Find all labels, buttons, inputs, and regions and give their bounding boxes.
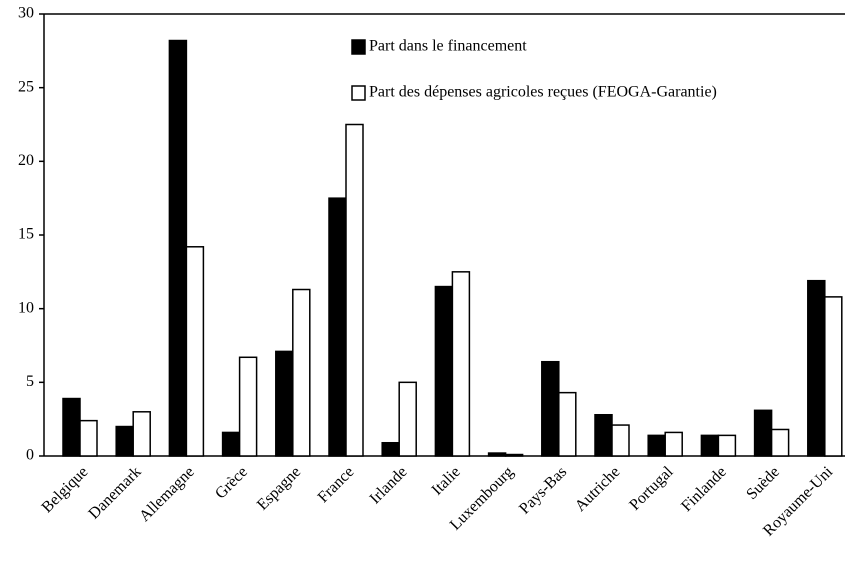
bar: [115, 425, 134, 457]
x-tick-label: Suède: [743, 463, 783, 503]
legend-label: Part des dépenses agricoles reçues (FEOG…: [369, 84, 717, 101]
bar: [717, 434, 737, 457]
legend-swatch: [351, 39, 366, 55]
bar: [434, 285, 454, 457]
x-tick-label: Italie: [429, 463, 464, 498]
y-tick-label: 25: [18, 78, 34, 95]
y-tick-label: 0: [26, 447, 34, 464]
bar: [664, 431, 683, 457]
bar: [770, 428, 790, 457]
x-tick-label: Portugal: [626, 463, 677, 514]
bar: [345, 123, 364, 457]
y-tick-label: 20: [18, 152, 34, 169]
bar: [700, 434, 720, 457]
x-tick-label: France: [315, 463, 358, 506]
bar: [62, 397, 81, 457]
bar: [381, 441, 400, 457]
y-tick-label: 15: [18, 226, 34, 243]
bar: [328, 197, 347, 457]
bar: [79, 419, 98, 457]
y-tick-label: 30: [18, 5, 34, 22]
x-tick-label: Finlande: [678, 463, 730, 515]
bar: [487, 452, 507, 457]
x-tick-label: Grèce: [212, 463, 251, 502]
bar: [292, 288, 311, 457]
x-tick-label: Espagne: [254, 463, 304, 513]
x-tick-label: Belgique: [39, 463, 92, 516]
bar: [451, 271, 471, 457]
x-tick-label: Irlande: [367, 463, 411, 507]
x-tick-label: Autriche: [572, 463, 624, 515]
bar: [824, 296, 843, 457]
bar: [541, 360, 560, 457]
legend-label: Part dans le financement: [369, 38, 527, 55]
x-tick-label: Allemagne: [136, 463, 198, 525]
bar: [168, 39, 188, 457]
bar: [238, 356, 258, 457]
legend-swatch: [351, 85, 366, 101]
bar: [504, 453, 524, 457]
y-tick-label: 10: [18, 299, 34, 316]
y-tick-label: 5: [26, 373, 34, 390]
bar: [594, 413, 613, 457]
bar: [558, 391, 577, 457]
x-tick-label: Pays-Bas: [516, 463, 570, 517]
bar: [398, 381, 417, 457]
bar: [221, 431, 241, 457]
bar: [185, 246, 205, 457]
bar: [807, 279, 826, 457]
bar: [753, 409, 773, 457]
bar: [132, 411, 151, 457]
bar: [275, 350, 294, 457]
bar: [647, 434, 666, 457]
bar: [611, 424, 630, 457]
